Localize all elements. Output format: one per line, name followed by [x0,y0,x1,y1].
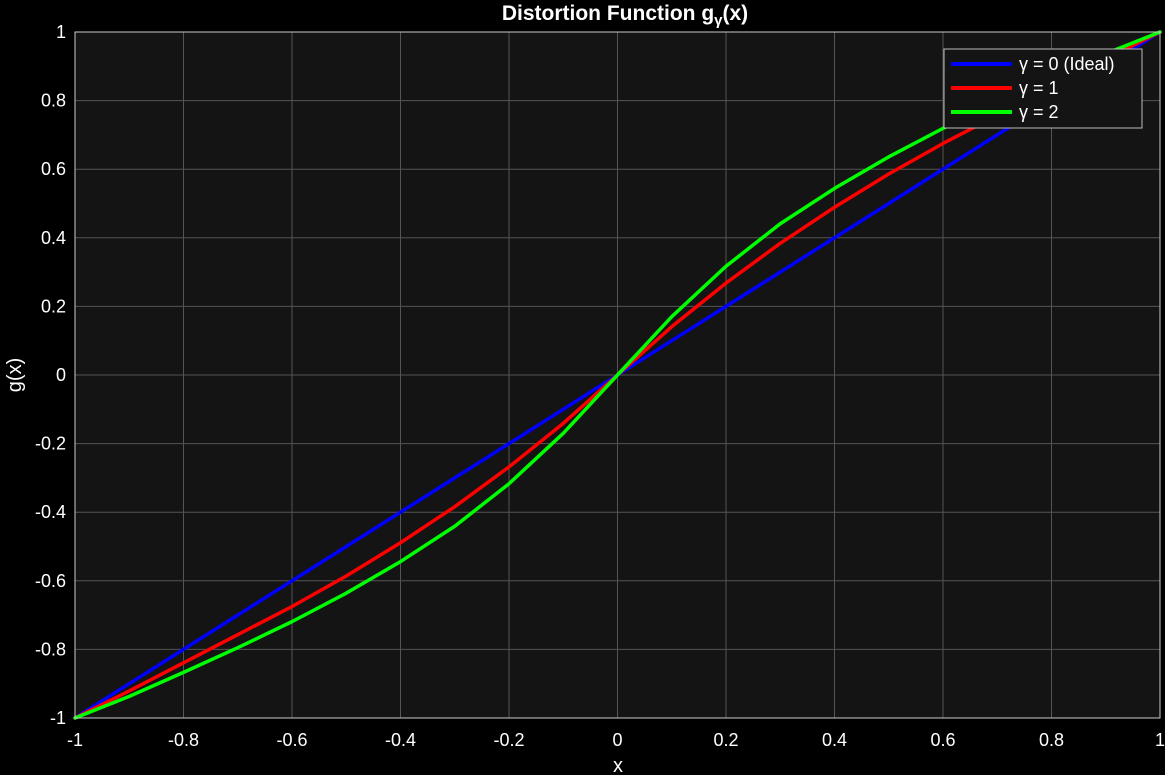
x-tick-label: -0.4 [385,730,416,750]
chart-title-main: Distortion Function g [502,2,714,25]
x-tick-label: -1 [67,730,83,750]
y-tick-label: -0.4 [35,502,66,522]
legend: γ = 0 (Ideal) γ = 1 γ = 2 [943,48,1143,129]
legend-label-2: γ = 2 [1019,102,1059,122]
y-tick-label: 0.6 [41,159,66,179]
chart-title-suffix: (x) [722,2,748,25]
y-tick-label: 0 [56,365,66,385]
x-tick-label: 1 [1155,730,1165,750]
x-tick-label: 0.4 [822,730,847,750]
plot-frame [74,31,1161,719]
x-tick-label: 0.6 [930,730,955,750]
legend-label-1: γ = 1 [1019,78,1059,98]
x-tick-label: 0.8 [1039,730,1064,750]
chart-title: Distortion Function gγ(x) [502,2,748,29]
y-tick-label: -1 [50,708,66,728]
chart-title-subscript: γ [714,12,723,29]
x-tick-label: 0.2 [713,730,738,750]
x-tick-label: -0.2 [493,730,524,750]
x-tick-label: -0.8 [168,730,199,750]
x-axis-label: x [613,755,623,775]
x-tick-label: 0 [612,730,622,750]
y-tick-labels: -1 -0.8 -0.6 -0.4 -0.2 0 0.2 0.4 0.6 0.8 1 [35,22,66,728]
x-tick-labels: -1 -0.8 -0.6 -0.4 -0.2 0 0.2 0.4 0.6 0.8 1 [67,730,1165,750]
y-axis-label: g(x) [4,358,26,392]
legend-label-0: γ = 0 (Ideal) [1019,54,1115,74]
y-tick-label: 1 [56,22,66,42]
y-tick-label: -0.8 [35,639,66,659]
y-tick-label: 0.4 [41,228,66,248]
y-tick-label: -0.2 [35,434,66,454]
y-tick-label: 0.8 [41,91,66,111]
y-tick-label: -0.6 [35,571,66,591]
x-tick-label: -0.6 [276,730,307,750]
y-tick-label: 0.2 [41,296,66,316]
